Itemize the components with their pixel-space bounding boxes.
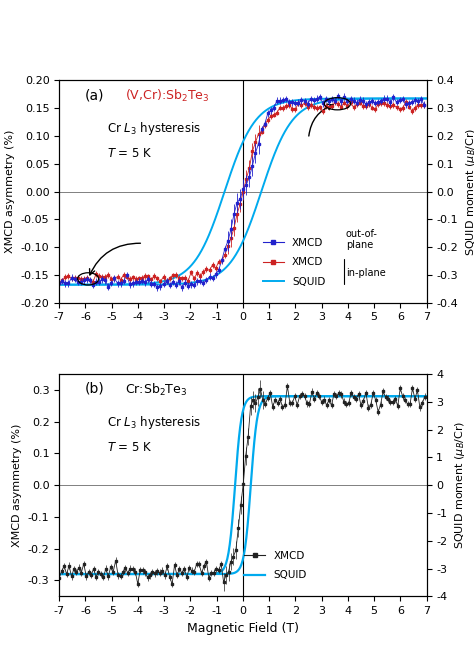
Text: (V,Cr):Sb$_2$Te$_3$: (V,Cr):Sb$_2$Te$_3$ [125,88,210,105]
Text: $T$ = 5 K: $T$ = 5 K [107,441,153,454]
Legend: XMCD, XMCD, SQUID: XMCD, XMCD, SQUID [259,234,329,291]
Y-axis label: XMCD asymmetry (%): XMCD asymmetry (%) [12,423,22,547]
X-axis label: Magnetic Field (T): Magnetic Field (T) [187,622,299,634]
Text: Cr $L_3$ hysteresis: Cr $L_3$ hysteresis [107,121,201,137]
Text: out-of-
plane: out-of- plane [346,228,378,250]
Text: Cr $L_3$ hysteresis: Cr $L_3$ hysteresis [107,414,201,431]
Legend: XMCD, SQUID: XMCD, SQUID [240,547,311,584]
Text: in-plane: in-plane [346,268,385,278]
Y-axis label: SQUID moment ($\mu_B$/Cr): SQUID moment ($\mu_B$/Cr) [453,421,467,549]
Text: (b): (b) [85,382,105,396]
Text: (a): (a) [85,88,104,103]
Y-axis label: XMCD asymmetry (%): XMCD asymmetry (%) [5,130,15,253]
Text: $T$ = 5 K: $T$ = 5 K [107,147,153,160]
Y-axis label: SQUID moment ($\mu_B$/Cr): SQUID moment ($\mu_B$/Cr) [464,127,474,256]
Text: Cr:Sb$_2$Te$_3$: Cr:Sb$_2$Te$_3$ [125,382,188,398]
